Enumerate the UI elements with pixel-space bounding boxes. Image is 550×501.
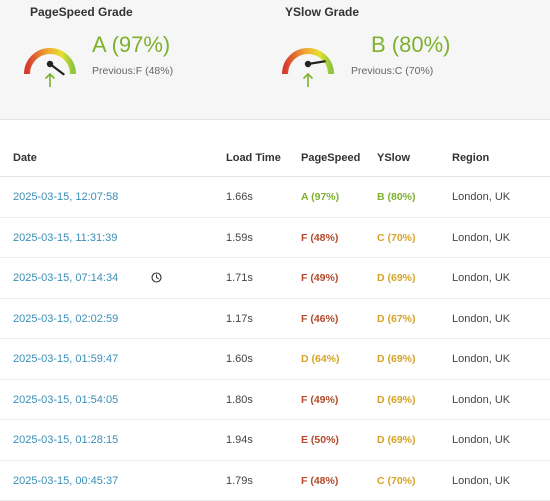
load-time: 1.80s	[226, 393, 253, 406]
region: London, UK	[452, 474, 511, 487]
table-row: 2025-03-15, 01:59:47 1.60s D (64%) D (69…	[0, 339, 550, 380]
yslow-grade-cell: B (80%)	[377, 191, 416, 203]
yslow-grade-cell: D (69%)	[377, 353, 416, 365]
test-history-table: Date Load Time PageSpeed YSlow Region 20…	[0, 140, 550, 501]
region: London, UK	[452, 272, 511, 284]
load-time-column-header[interactable]: Load Time	[226, 152, 281, 164]
region: London, UK	[452, 191, 511, 203]
pagespeed-grade-cell: E (50%)	[301, 434, 339, 446]
yslow-column-header[interactable]: YSlow	[377, 152, 411, 164]
pagespeed-grade-cell: F (49%)	[301, 272, 339, 284]
pagespeed-grade-title: PageSpeed Grade	[30, 5, 133, 19]
table-row: 2025-03-15, 00:45:37 1.79s F (48%) C (70…	[0, 461, 550, 501]
load-time: 1.71s	[226, 272, 253, 284]
load-time: 1.66s	[226, 191, 253, 203]
test-date-link[interactable]: 2025-03-15, 11:31:39	[13, 231, 118, 244]
pagespeed-grade-cell: D (64%)	[301, 353, 340, 365]
gauge-icon	[24, 48, 76, 87]
gauge-icon	[282, 48, 334, 87]
region: London, UK	[452, 231, 511, 244]
yslow-previous-grade: Previous:C (70%)	[351, 65, 434, 77]
pagespeed-column-header[interactable]: PageSpeed	[301, 152, 361, 164]
clock-icon	[151, 272, 162, 283]
load-time: 1.79s	[226, 474, 253, 487]
region: London, UK	[452, 353, 511, 365]
table-row: 2025-03-15, 01:54:05 1.80s F (49%) D (69…	[0, 380, 550, 420]
pagespeed-previous-grade: Previous:F (48%)	[92, 65, 174, 77]
test-date-link[interactable]: 2025-03-15, 12:07:58	[13, 191, 119, 203]
table-row: 2025-03-15, 01:28:15 1.94s E (50%) D (69…	[0, 420, 550, 461]
table-row: 2025-03-15, 02:02:59 1.17s F (46%) D (67…	[0, 299, 550, 339]
yslow-grade-cell: D (67%)	[377, 312, 416, 325]
load-time: 1.60s	[226, 353, 253, 365]
grades-panel: PageSpeed Grade A (97%) Previous:F (48%)…	[0, 0, 550, 120]
test-date-link[interactable]: 2025-03-15, 00:45:37	[13, 474, 119, 487]
test-date-link[interactable]: 2025-03-15, 01:28:15	[13, 434, 119, 446]
region: London, UK	[452, 434, 511, 446]
yslow-grade-cell: C (70%)	[377, 474, 416, 487]
test-date-link[interactable]: 2025-03-15, 02:02:59	[13, 312, 119, 325]
yslow-grade-cell: D (69%)	[377, 434, 416, 446]
pagespeed-grade-cell: A (97%)	[301, 191, 340, 203]
load-time: 1.94s	[226, 434, 253, 446]
yslow-grade-title: YSlow Grade	[285, 5, 360, 19]
table-row: 2025-03-15, 12:07:58 1.66s A (97%) B (80…	[0, 177, 550, 218]
date-column-header[interactable]: Date	[13, 152, 37, 164]
pagespeed-grade-cell: F (49%)	[301, 393, 339, 406]
region-column-header[interactable]: Region	[452, 152, 490, 164]
pagespeed-grade-cell: F (48%)	[301, 231, 339, 244]
test-date-link[interactable]: 2025-03-15, 07:14:34	[13, 272, 119, 284]
pagespeed-grade-value: A (97%)	[92, 32, 171, 57]
pagespeed-grade-cell: F (46%)	[301, 312, 339, 325]
yslow-grade-cell: C (70%)	[377, 231, 416, 244]
test-date-link[interactable]: 2025-03-15, 01:54:05	[13, 393, 119, 406]
test-date-link[interactable]: 2025-03-15, 01:59:47	[13, 353, 119, 365]
load-time: 1.17s	[226, 312, 253, 325]
table-row: 2025-03-15, 11:31:39 1.59s F (48%) C (70…	[0, 218, 550, 258]
yslow-grade-cell: D (69%)	[377, 272, 416, 284]
region: London, UK	[452, 312, 511, 325]
region: London, UK	[452, 393, 511, 406]
table-row: 2025-03-15, 07:14:34 1.71s F (49%) D (69…	[0, 258, 550, 299]
yslow-grade-cell: D (69%)	[377, 393, 416, 406]
table-header: Date Load Time PageSpeed YSlow Region	[0, 140, 550, 177]
yslow-grade-value: B (80%)	[371, 32, 451, 57]
pagespeed-grade-cell: F (48%)	[301, 474, 339, 487]
load-time: 1.59s	[226, 231, 253, 244]
